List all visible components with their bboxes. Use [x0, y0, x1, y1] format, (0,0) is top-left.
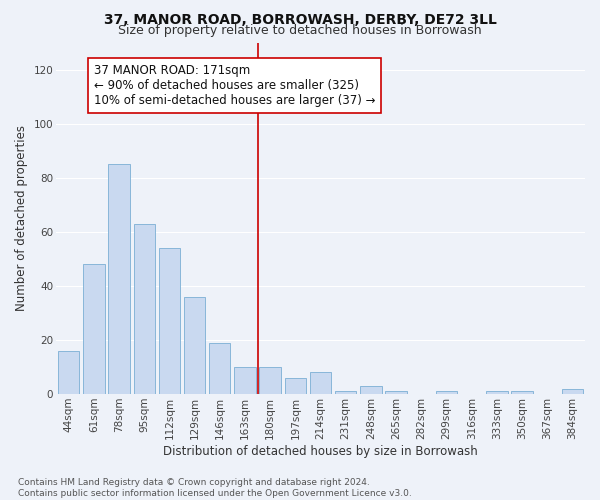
Bar [234, 367, 256, 394]
X-axis label: Distribution of detached houses by size in Borrowash: Distribution of detached houses by size … [163, 444, 478, 458]
Bar [511, 392, 533, 394]
Bar [385, 392, 407, 394]
Text: 37, MANOR ROAD, BORROWASH, DERBY, DE72 3LL: 37, MANOR ROAD, BORROWASH, DERBY, DE72 3… [104, 12, 496, 26]
Bar [360, 386, 382, 394]
Bar [259, 367, 281, 394]
Bar [486, 392, 508, 394]
Bar [284, 378, 306, 394]
Bar [109, 164, 130, 394]
Bar [436, 392, 457, 394]
Bar [310, 372, 331, 394]
Bar [209, 342, 230, 394]
Bar [83, 264, 104, 394]
Text: 37 MANOR ROAD: 171sqm
← 90% of detached houses are smaller (325)
10% of semi-det: 37 MANOR ROAD: 171sqm ← 90% of detached … [94, 64, 376, 107]
Bar [58, 351, 79, 394]
Text: Contains HM Land Registry data © Crown copyright and database right 2024.
Contai: Contains HM Land Registry data © Crown c… [18, 478, 412, 498]
Text: Size of property relative to detached houses in Borrowash: Size of property relative to detached ho… [118, 24, 482, 37]
Y-axis label: Number of detached properties: Number of detached properties [15, 126, 28, 312]
Bar [134, 224, 155, 394]
Bar [184, 296, 205, 394]
Bar [159, 248, 180, 394]
Bar [562, 388, 583, 394]
Bar [335, 392, 356, 394]
